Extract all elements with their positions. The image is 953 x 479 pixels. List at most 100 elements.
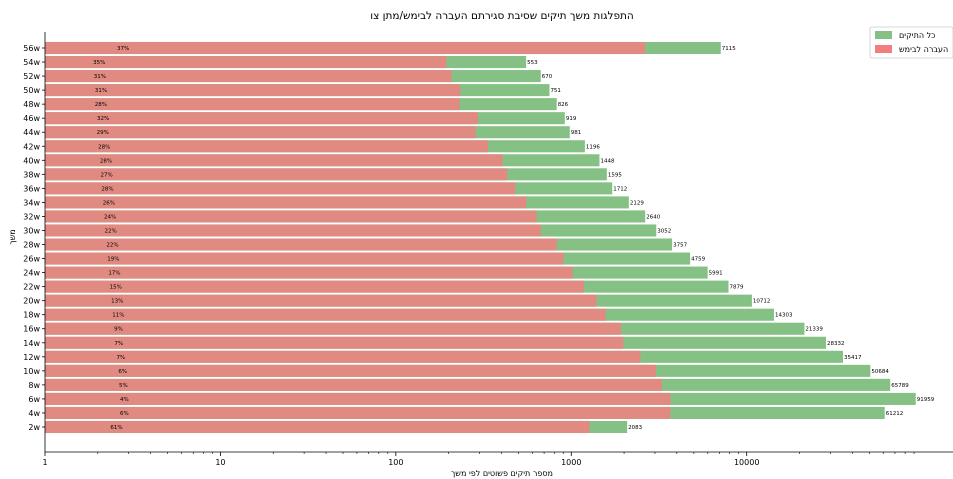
x-axis-label: מספר תיקים פשוטים לפי משך	[451, 469, 553, 478]
percent-label-28w: 22%	[106, 243, 118, 249]
y-tick-label-54w: 54w	[23, 58, 40, 67]
value-label-46w: 919	[566, 116, 577, 122]
bar-transfer-22w	[45, 280, 585, 293]
y-tick-label-36w: 36w	[23, 184, 40, 193]
plot-area: 2083 61% 61212 6% 91959 4% 65789 5% 50684 6% 35417…	[45, 41, 935, 434]
bar-transfer-52w	[45, 70, 452, 83]
x-tick-label-1000: 1000	[561, 458, 581, 467]
value-label-40w: 1448	[600, 158, 614, 164]
y-tick-label-38w: 38w	[23, 170, 40, 179]
value-label-12w: 35417	[844, 355, 862, 361]
y-tick-label-18w: 18w	[23, 311, 40, 320]
percent-label-42w: 28%	[98, 144, 110, 150]
bar-transfer-16w	[45, 322, 622, 335]
legend-label-all-cases: כל התיקים	[899, 31, 935, 40]
percent-label-38w: 27%	[100, 172, 112, 178]
percent-label-16w: 9%	[114, 327, 123, 333]
bar-transfer-40w	[45, 154, 503, 167]
bar-transfer-4w	[45, 406, 671, 419]
y-axis: 2w 4w 6w 8w 10w 12w 14w 16w 18w 20w 22w 24w 26w 28w 30…	[23, 32, 46, 452]
percent-label-30w: 22%	[105, 228, 117, 234]
bar-transfer-28w	[45, 238, 557, 251]
x-tick-label-10000: 10000	[734, 458, 759, 467]
value-label-20w: 10712	[753, 299, 771, 305]
bar-transfer-2w	[45, 420, 590, 434]
percent-label-56w: 37%	[117, 46, 129, 52]
value-label-16w: 21339	[805, 327, 823, 333]
legend-swatch-all-cases	[875, 31, 892, 39]
y-tick-label-52w: 52w	[23, 72, 40, 81]
percent-label-36w: 28%	[101, 186, 113, 192]
value-label-28w: 3757	[673, 243, 687, 249]
value-label-38w: 1595	[608, 172, 622, 178]
y-tick-label-4w: 4w	[28, 409, 40, 418]
percent-label-52w: 31%	[94, 74, 106, 80]
bar-transfer-10w	[45, 364, 656, 377]
bar-transfer-24w	[45, 266, 573, 279]
value-label-34w: 2129	[630, 200, 644, 206]
value-label-4w: 61212	[886, 411, 904, 417]
bar-transfer-18w	[45, 308, 606, 321]
bar-transfer-36w	[45, 182, 516, 195]
y-tick-label-22w: 22w	[23, 283, 40, 292]
value-label-48w: 826	[558, 102, 569, 108]
value-label-14w: 28332	[827, 341, 845, 347]
value-label-6w: 91959	[917, 397, 935, 403]
percent-label-44w: 29%	[97, 130, 109, 136]
percent-label-4w: 6%	[120, 411, 129, 417]
percent-label-8w: 5%	[119, 383, 128, 389]
y-axis-label: משך	[8, 229, 17, 244]
value-label-44w: 981	[571, 130, 582, 136]
bar-transfer-46w	[45, 112, 479, 125]
value-label-50w: 751	[550, 88, 561, 94]
bar-transfer-56w	[45, 41, 646, 55]
percent-label-18w: 11%	[112, 313, 124, 319]
value-label-54w: 553	[527, 60, 538, 66]
value-label-8w: 65789	[891, 383, 909, 389]
chart-title: התפלגות משך תיקים שסיבת סגירתם העברה לבי…	[370, 10, 634, 22]
y-tick-label-40w: 40w	[23, 156, 40, 165]
percent-label-48w: 28%	[95, 102, 107, 108]
bar-transfer-38w	[45, 168, 508, 181]
y-tick-label-50w: 50w	[23, 86, 40, 95]
bar-transfer-12w	[45, 350, 641, 363]
value-label-30w: 3052	[657, 228, 671, 234]
bar-transfer-42w	[45, 140, 488, 153]
y-tick-label-56w: 56w	[23, 44, 40, 53]
bar-transfer-48w	[45, 98, 460, 111]
y-tick-label-26w: 26w	[23, 255, 40, 264]
bar-transfer-44w	[45, 126, 476, 139]
y-tick-label-20w: 20w	[23, 297, 40, 306]
y-tick-label-8w: 8w	[28, 381, 40, 390]
percent-label-34w: 26%	[103, 200, 115, 206]
y-tick-label-6w: 6w	[28, 395, 40, 404]
value-label-2w: 2083	[628, 425, 642, 431]
percent-label-22w: 15%	[110, 285, 122, 291]
bar-transfer-30w	[45, 224, 541, 237]
y-tick-label-48w: 48w	[23, 100, 40, 109]
y-tick-label-34w: 34w	[23, 198, 40, 207]
legend-label-transfer: העברה לבימש	[899, 45, 948, 54]
legend-swatch-transfer	[875, 45, 892, 53]
percent-label-20w: 13%	[111, 299, 123, 305]
value-label-18w: 14303	[775, 313, 793, 319]
value-label-26w: 4759	[691, 257, 705, 263]
bar-transfer-14w	[45, 336, 624, 349]
percent-label-46w: 32%	[97, 116, 109, 122]
y-tick-label-10w: 10w	[23, 367, 40, 376]
percent-label-32w: 24%	[104, 214, 116, 220]
bar-transfer-50w	[45, 84, 461, 97]
legend: כל התיקים העברה לבימש	[869, 26, 953, 59]
value-label-32w: 2640	[646, 214, 660, 220]
bar-transfer-6w	[45, 392, 671, 405]
value-label-24w: 5991	[709, 271, 723, 277]
percent-label-24w: 17%	[108, 271, 120, 277]
x-tick-label-100: 100	[388, 458, 403, 467]
percent-label-12w: 7%	[116, 355, 125, 361]
percent-label-50w: 31%	[95, 88, 107, 94]
y-tick-label-12w: 12w	[23, 353, 40, 362]
x-axis: 1 10 100 1000 10000	[42, 451, 953, 467]
bar-transfer-32w	[45, 210, 537, 223]
y-tick-label-32w: 32w	[23, 212, 40, 221]
